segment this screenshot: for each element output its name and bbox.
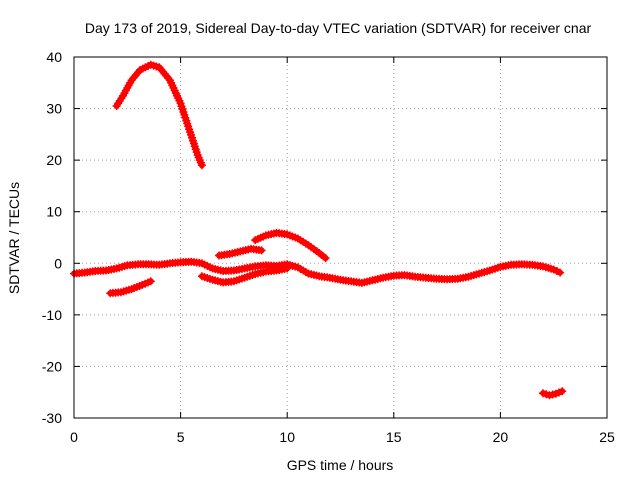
series-arc-low-right: [539, 387, 567, 400]
y-tick-label: 30: [46, 101, 62, 117]
data-point: [558, 387, 567, 396]
y-tick-label: 10: [46, 204, 62, 220]
y-tick-label: 20: [46, 152, 62, 168]
x-axis-label: GPS time / hours: [287, 457, 394, 473]
x-tick-label: 5: [177, 429, 185, 445]
series-arc-dip: [197, 264, 292, 287]
data-point: [556, 268, 565, 277]
y-tick-label: -30: [42, 410, 62, 426]
axis-ticks: 0 5 10 15 20 25 -30 -20 -10 0 10 20 30 40: [42, 49, 615, 445]
y-tick-label: 40: [46, 49, 62, 65]
x-tick-label: 20: [493, 429, 509, 445]
plot-border: [73, 56, 608, 419]
series-arc-low-left: [106, 277, 155, 298]
series-arc-baseline: [70, 257, 565, 287]
grid: [74, 57, 607, 418]
y-tick-label: -20: [42, 358, 62, 374]
series-arc-mid-left: [215, 244, 266, 260]
data-point: [197, 161, 206, 170]
data-marks: [70, 60, 567, 400]
x-tick-label: 10: [279, 429, 295, 445]
y-tick-label: -10: [42, 307, 62, 323]
series-arc-bump: [251, 228, 330, 263]
y-axis-label: SDTVAR / TECUs: [6, 182, 22, 294]
data-point: [283, 264, 292, 273]
data-point: [146, 277, 155, 286]
x-tick-label: 15: [386, 429, 402, 445]
series-arc-peak: [112, 60, 206, 170]
x-tick-label: 0: [70, 429, 78, 445]
chart-title: Day 173 of 2019, Sidereal Day-to-day VTE…: [85, 20, 592, 36]
x-tick-label: 25: [599, 429, 615, 445]
data-point: [321, 254, 330, 263]
y-tick-label: 0: [54, 255, 62, 271]
data-point: [257, 246, 266, 255]
